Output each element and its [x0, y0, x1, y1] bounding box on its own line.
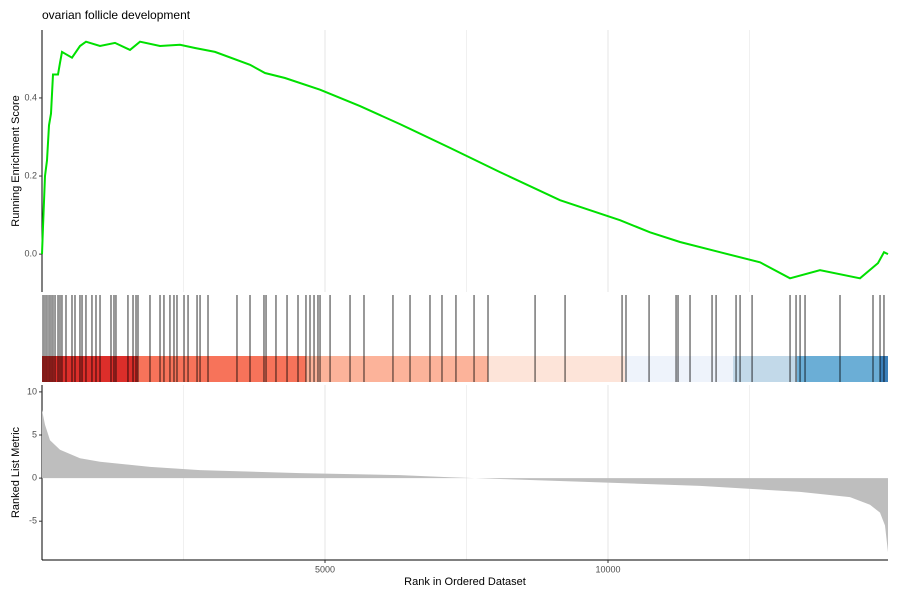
rank-band — [625, 356, 734, 382]
y-tick-label: 5 — [32, 429, 37, 439]
y-axis-label: Ranked List Metric — [10, 426, 22, 518]
enrichment-line — [41, 40, 889, 280]
x-tick-label: 5000 — [315, 564, 335, 574]
x-axis-label: Rank in Ordered Dataset — [404, 576, 526, 588]
rank-band — [488, 356, 626, 382]
rank-band — [305, 356, 489, 382]
rank-band — [797, 356, 881, 382]
metric-area — [42, 410, 888, 553]
x-tick-label: 10000 — [595, 564, 620, 574]
chart-title: ovarian follicle development — [42, 8, 191, 22]
y-axis-label: Running Enrichment Score — [10, 95, 22, 226]
y-tick-label: 10 — [27, 386, 37, 396]
rank-band — [733, 356, 798, 382]
rank-band — [137, 356, 306, 382]
y-tick-label: -5 — [29, 516, 37, 526]
y-tick-label: 0.4 — [24, 92, 37, 102]
y-tick-label: 0.0 — [24, 249, 37, 259]
y-tick-label: 0.2 — [24, 170, 37, 180]
y-tick-label: 0 — [32, 472, 37, 482]
rank-band — [42, 356, 138, 382]
